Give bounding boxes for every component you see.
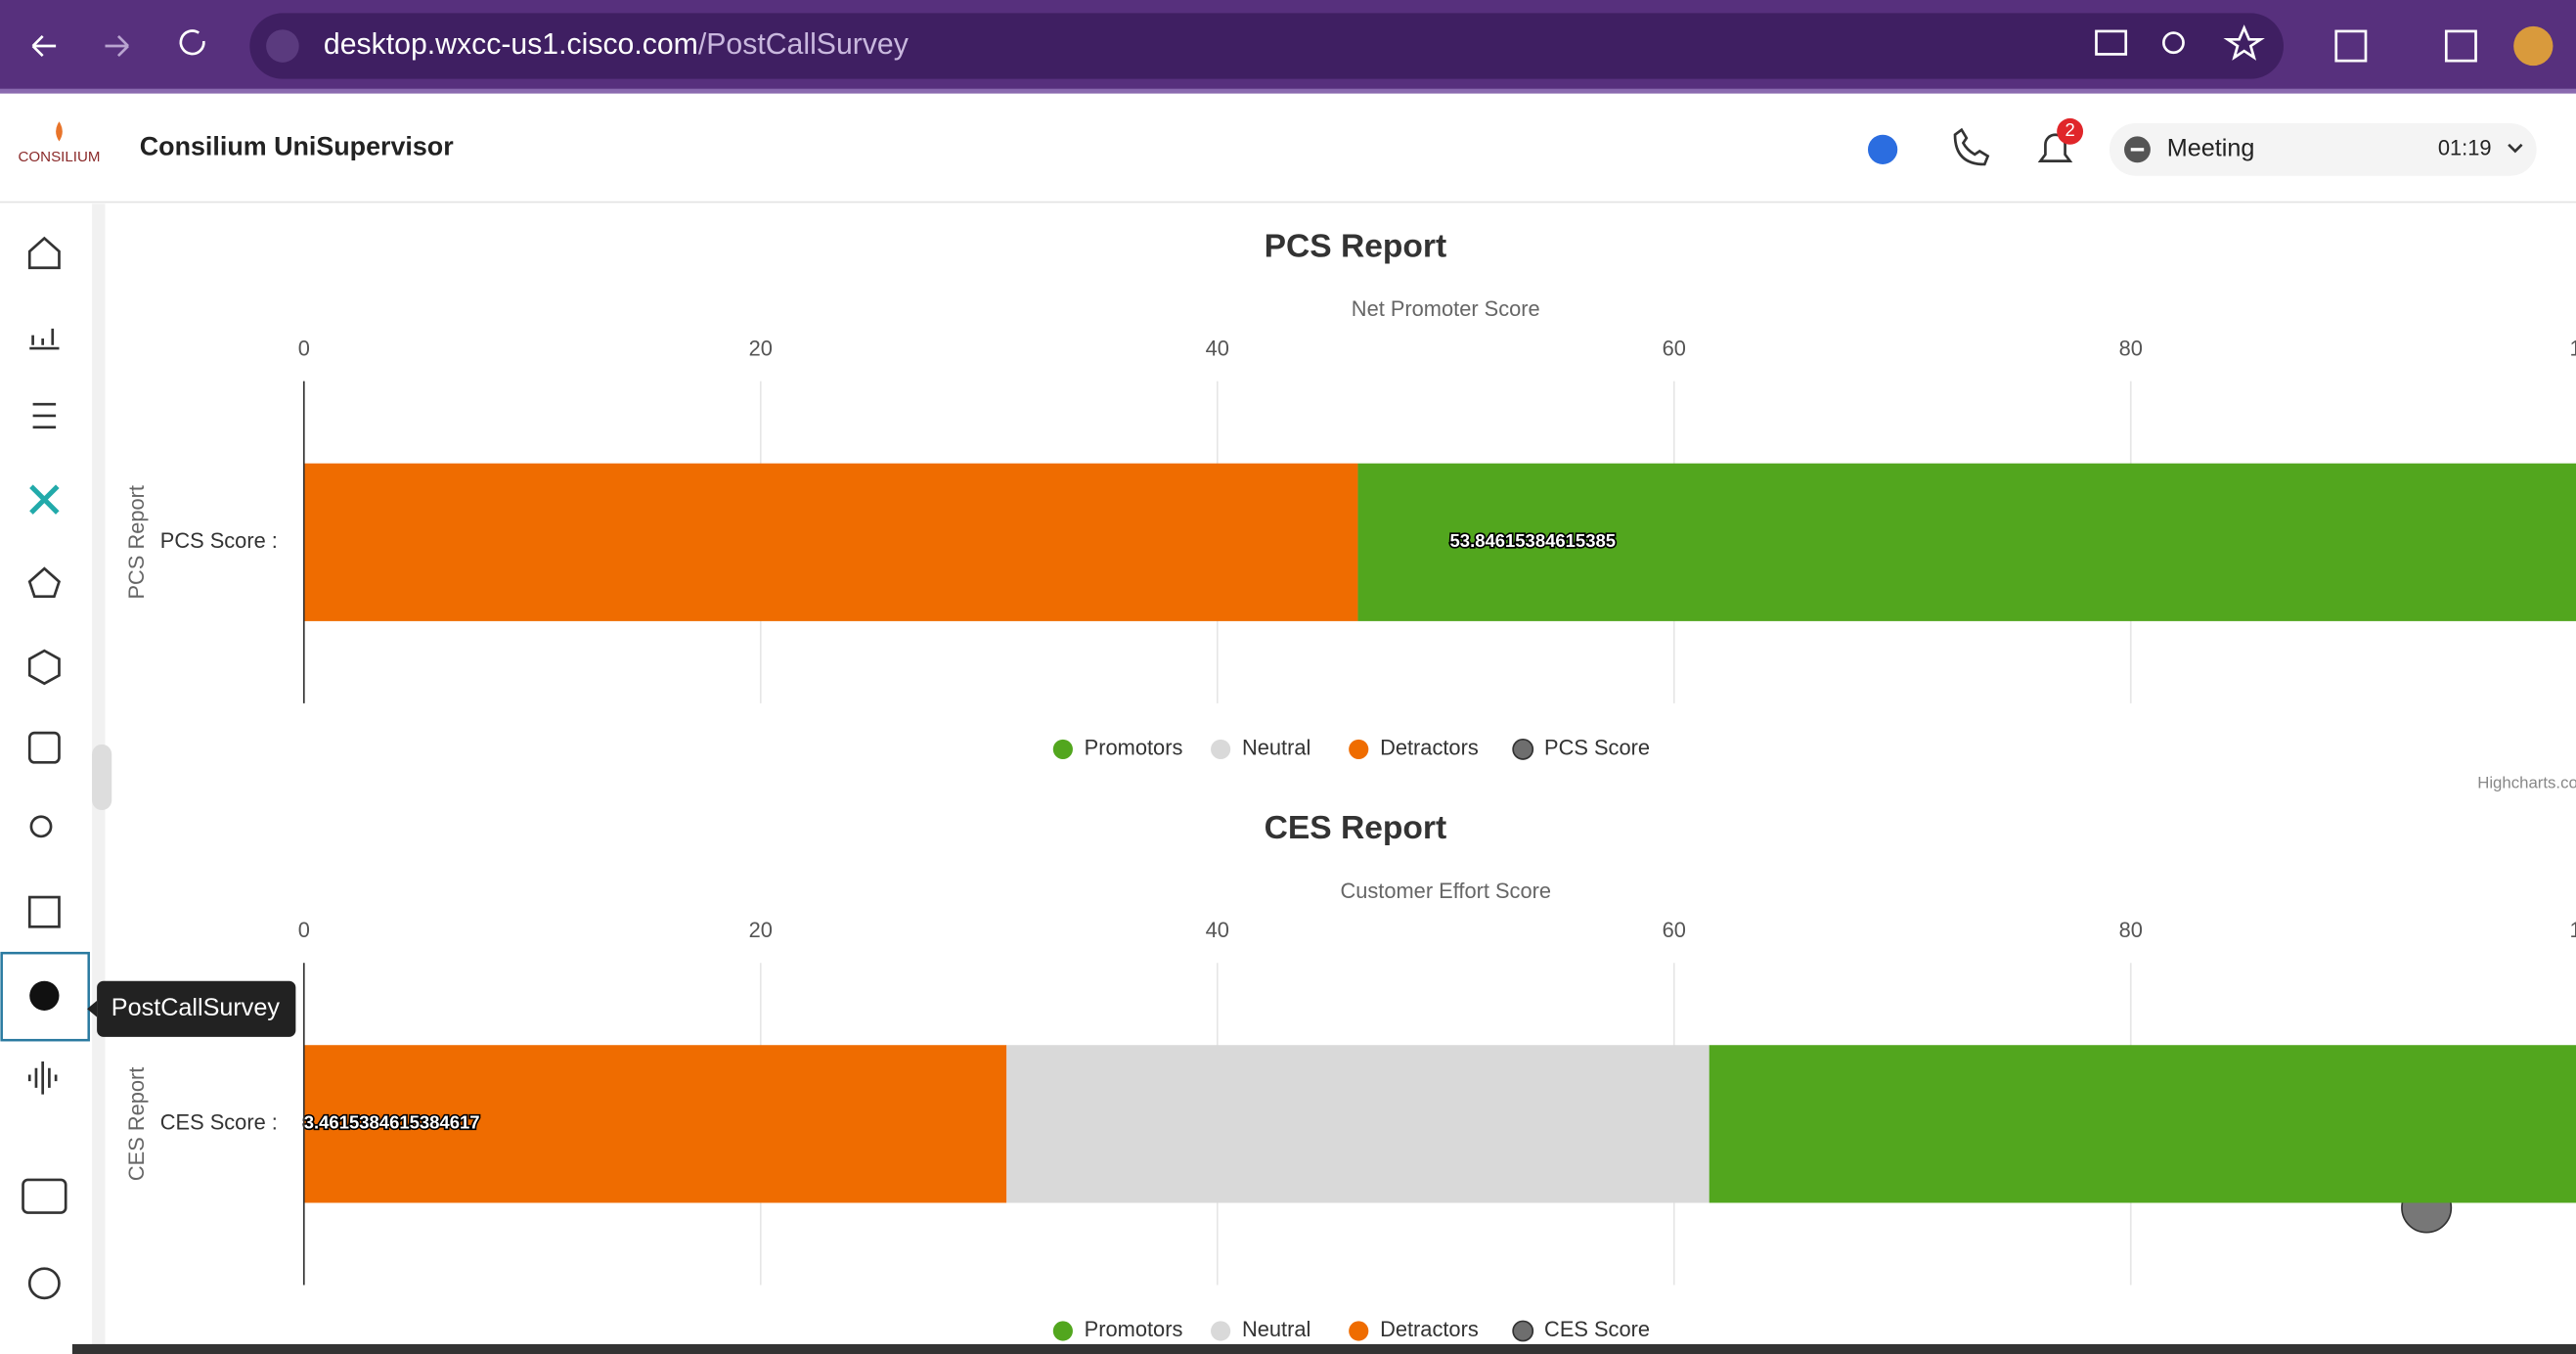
x-tick-label: 0: [298, 337, 310, 361]
back-button[interactable]: [31, 35, 57, 58]
legend-marker: [1349, 1321, 1369, 1341]
star-icon[interactable]: [2223, 24, 2265, 61]
nav-help[interactable]: [27, 1267, 61, 1300]
bar-segment: [1709, 1045, 2576, 1203]
logo-flame: [56, 121, 63, 142]
reload-button[interactable]: [179, 29, 205, 56]
sidepanel-icon[interactable]: [2444, 29, 2477, 63]
nav-badge[interactable]: [27, 731, 61, 764]
extensions-icon[interactable]: [2334, 29, 2368, 63]
category-label: PCS Score :: [160, 528, 278, 553]
x-tick-label: 40: [1206, 337, 1229, 361]
bar-segment: [303, 1045, 1007, 1203]
legend-label: CES Score: [1544, 1317, 1650, 1341]
bar-segment: [303, 463, 1358, 621]
tooltip: [97, 980, 296, 1037]
chart-subtitle: Customer Effort Score: [1340, 879, 1551, 903]
phone-icon[interactable]: [1953, 127, 1990, 166]
zoom-icon[interactable]: [2162, 31, 2185, 55]
x-tick-label: 80: [2119, 918, 2143, 942]
url: desktop.wxcc-us1.cisco.com/PostCallSurve…: [324, 28, 910, 61]
address-bar[interactable]: [249, 13, 2284, 79]
status-timer: 01:19: [2438, 136, 2492, 160]
profile-avatar[interactable]: [2513, 25, 2554, 67]
badge-count: 2: [2065, 119, 2074, 140]
x-tick-label: 20: [749, 337, 773, 361]
x-tick-label: 100: [2570, 337, 2576, 361]
legend-label: Detractors: [1380, 736, 1479, 760]
credit: Highcharts.co: [2477, 774, 2576, 792]
logo-text: CONSILIUM: [18, 149, 100, 165]
bar-segment: [1357, 463, 2576, 621]
chart-subtitle: Net Promoter Score: [1352, 296, 1540, 321]
bar-segment: [1006, 1045, 1710, 1203]
sidebar: [0, 203, 93, 1354]
legend-marker: [1052, 1321, 1073, 1341]
url-path: /PostCallSurvey: [698, 28, 910, 61]
legend-marker: [1349, 739, 1369, 759]
badge: [2057, 117, 2084, 145]
url-host: desktop.wxcc-us1.cisco.com: [324, 28, 698, 61]
x-tick-label: 40: [1206, 918, 1229, 942]
status-selector[interactable]: [2109, 122, 2537, 176]
x-tick-label: 60: [1663, 918, 1686, 942]
x-tick-label: 60: [1663, 337, 1686, 361]
x-tick-label: 0: [298, 918, 310, 942]
browser-divider: [0, 88, 2576, 94]
category-label: CES Score :: [160, 1110, 278, 1135]
legend-label: Neutral: [1242, 1317, 1310, 1341]
nav-list[interactable]: [32, 402, 57, 429]
nav-team[interactable]: [27, 566, 62, 599]
tooltip-arrow: [87, 1000, 98, 1017]
nav-search[interactable]: [29, 815, 53, 838]
chart-title: CES Report: [1265, 810, 1447, 846]
legend-marker: [1211, 1321, 1231, 1341]
x-tick-label: 100: [2570, 918, 2576, 942]
nav-voice[interactable]: [27, 1061, 58, 1095]
legend-label: Detractors: [1380, 1317, 1479, 1341]
scrollbar: [71, 1343, 2576, 1354]
nav-postcallsurvey[interactable]: [29, 980, 60, 1011]
status-chevron: [2508, 143, 2523, 154]
install-icon[interactable]: [2095, 29, 2128, 56]
nav-analytics[interactable]: [29, 328, 60, 350]
nav-home[interactable]: [27, 236, 61, 270]
sidebar-toggle[interactable]: [92, 744, 112, 811]
forward-button[interactable]: [105, 35, 129, 58]
legend-marker: [1512, 1320, 1534, 1342]
legend-label: Neutral: [1242, 736, 1310, 760]
data-label: 53.84615384615385: [1450, 530, 1616, 551]
chart-title: PCS Report: [1265, 228, 1447, 264]
app-title: Consilium UniSupervisor: [140, 131, 454, 160]
y-axis-title: PCS Report: [124, 485, 149, 599]
annotation: 3.4615384615384617: [304, 1112, 480, 1133]
status-label: Meeting: [2167, 135, 2255, 162]
nav-package[interactable]: [27, 649, 61, 686]
bell-icon[interactable]: [2037, 133, 2073, 162]
webex-icon[interactable]: [1867, 134, 1898, 164]
site-info[interactable]: [266, 29, 299, 63]
legend-label: PCS Score: [1544, 736, 1650, 760]
legend-marker: [1512, 738, 1534, 760]
nav-qr[interactable]: [27, 895, 61, 928]
legend-label: Promotors: [1085, 1317, 1183, 1341]
legend-marker: [1052, 739, 1073, 759]
tooltip-text: PostCallSurvey: [111, 994, 281, 1021]
legend-label: Promotors: [1085, 736, 1183, 760]
status-icon-bar: [2130, 148, 2145, 152]
x-tick-label: 80: [2119, 337, 2143, 361]
nav-chat[interactable]: [22, 1178, 67, 1214]
nav-app[interactable]: [29, 484, 60, 515]
y-axis-title: CES Report: [124, 1067, 149, 1181]
legend-marker: [1211, 739, 1231, 759]
x-tick-label: 20: [749, 918, 773, 942]
